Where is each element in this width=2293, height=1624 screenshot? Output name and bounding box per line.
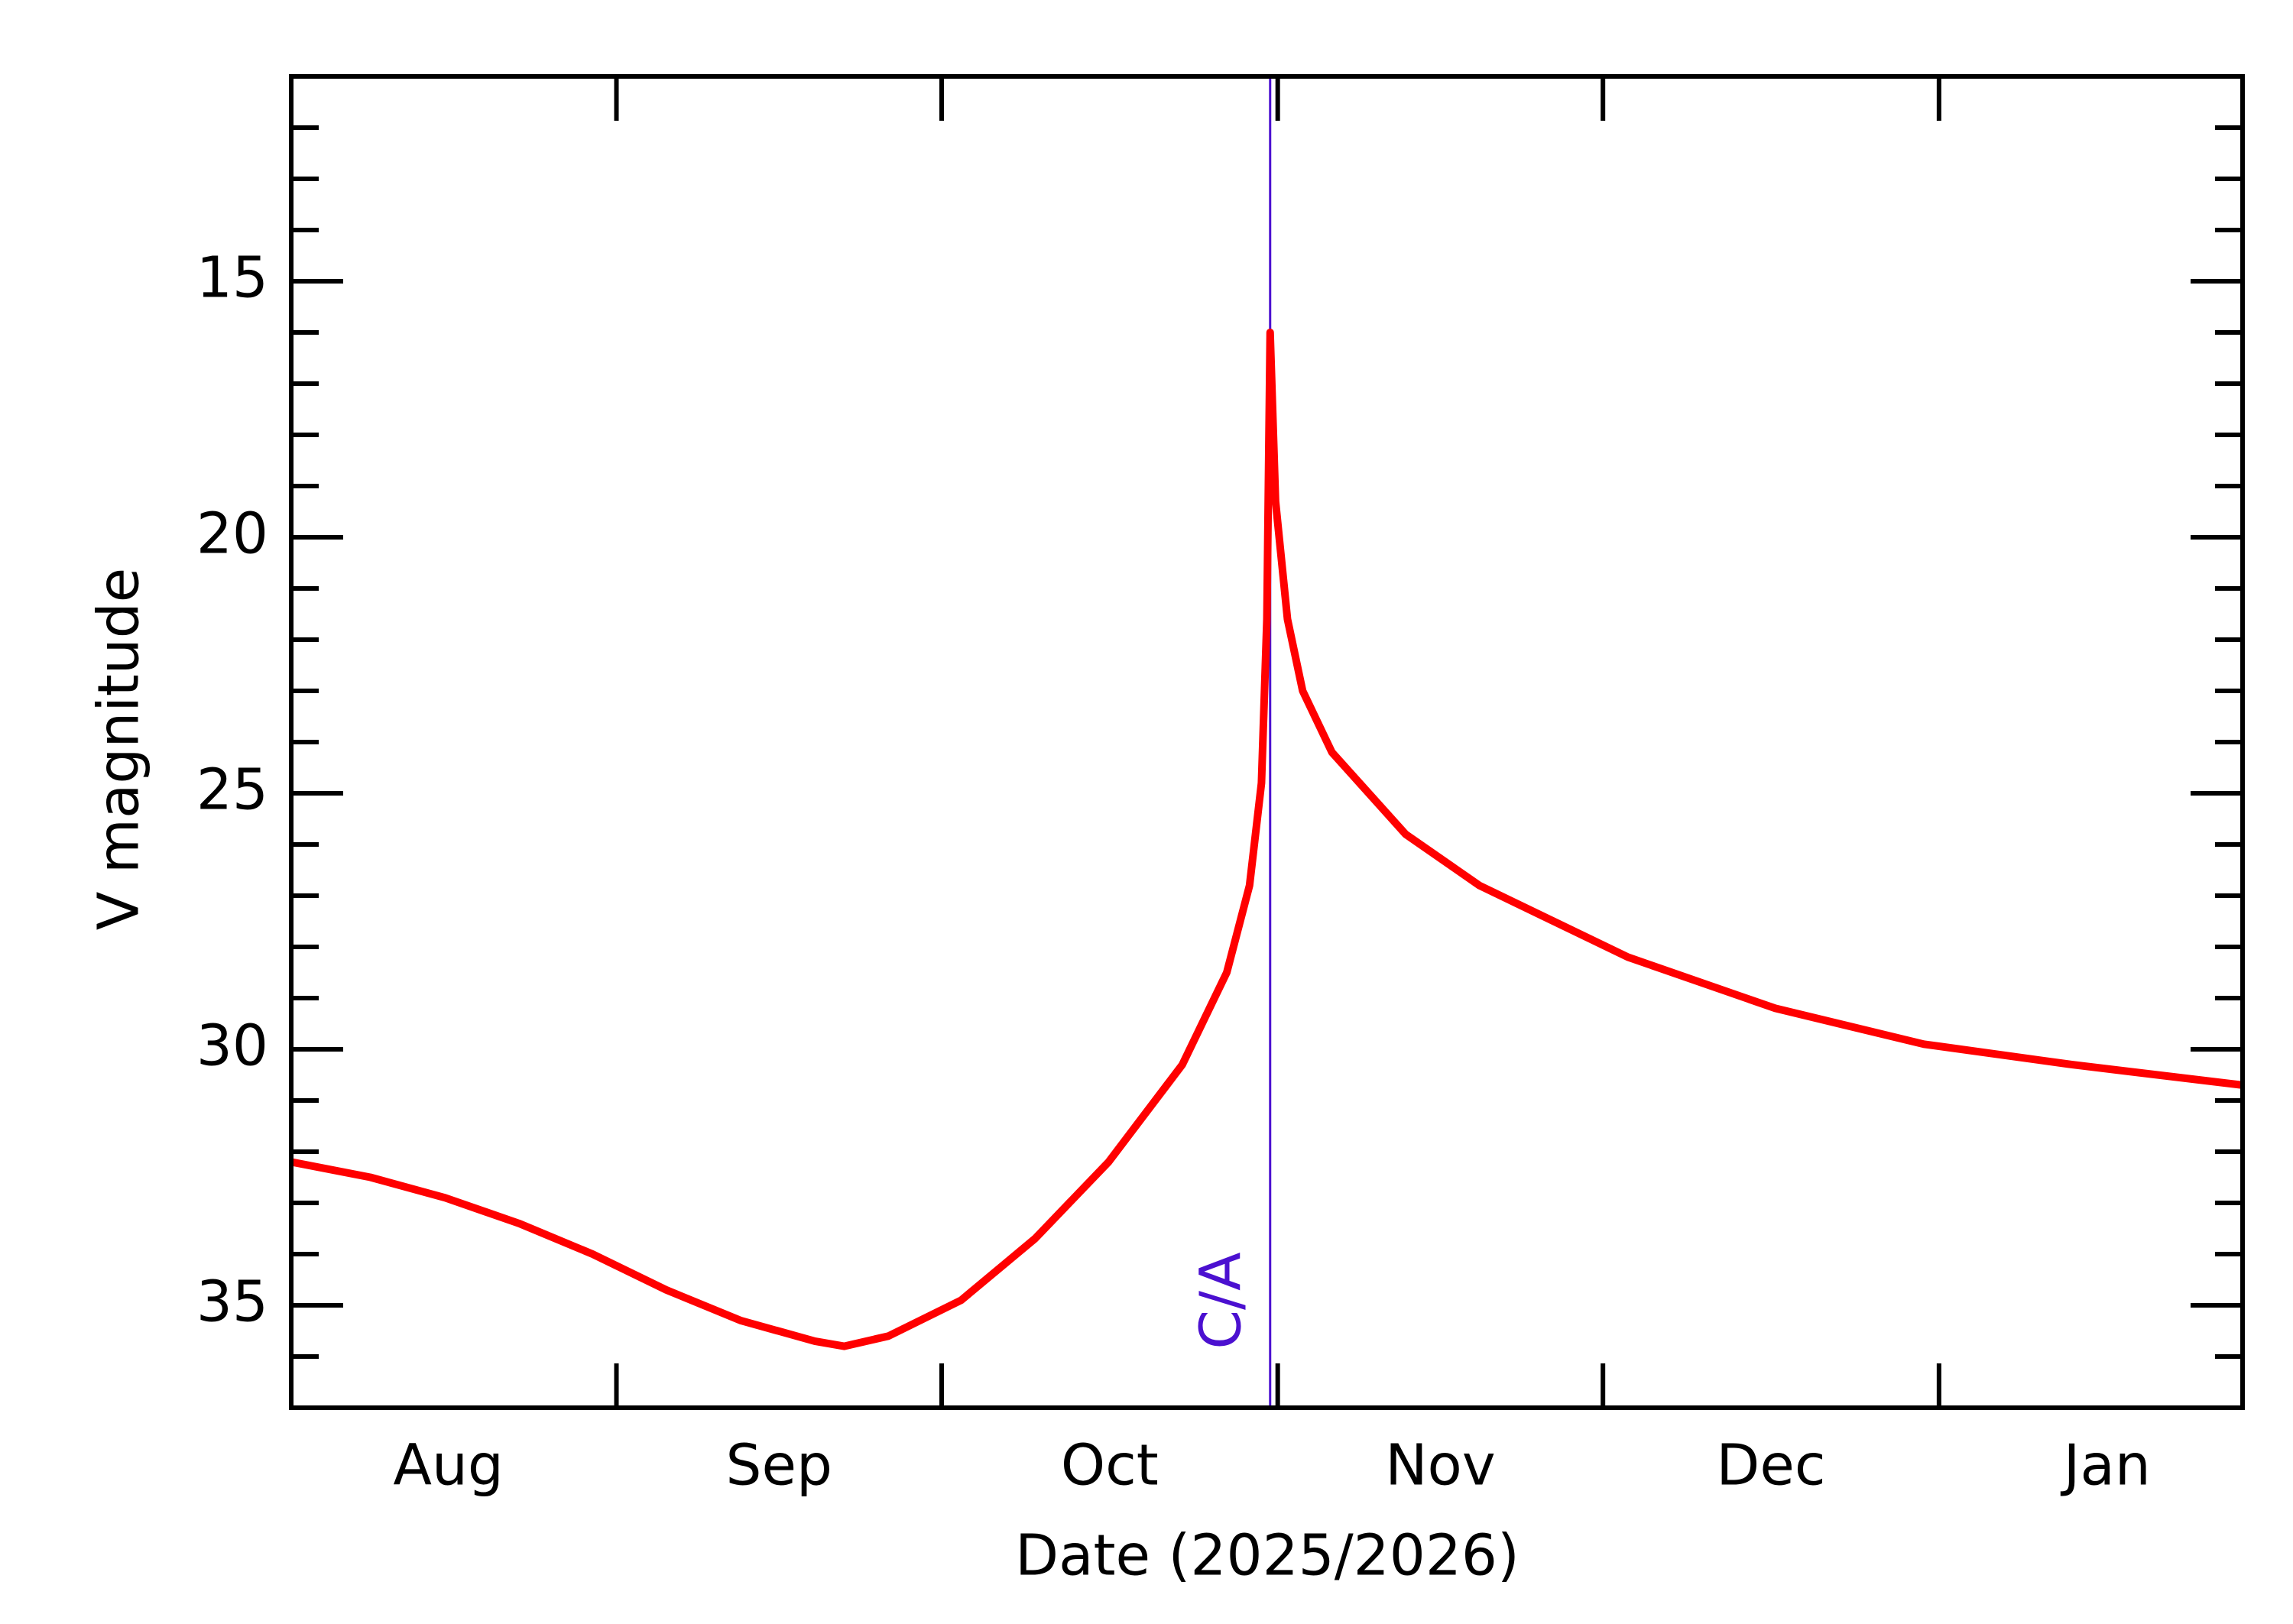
x-tick-label: Dec: [1716, 1433, 1825, 1499]
x-tick-label: Jan: [2061, 1433, 2151, 1499]
y-tick-label: 20: [196, 501, 268, 567]
y-tick-label: 35: [196, 1269, 268, 1335]
y-tick-label: 30: [196, 1013, 268, 1079]
x-axis-label: Date (2025/2026): [1015, 1523, 1519, 1589]
ca-label: C/A: [1188, 1252, 1254, 1350]
data-line: [290, 329, 2243, 1350]
y-tick-label: 15: [196, 245, 268, 311]
y-tick-label: 25: [196, 757, 268, 823]
y-axis-label: V magnitude: [86, 568, 152, 930]
plot-frame: [289, 74, 2245, 1410]
x-tick-label: Aug: [393, 1433, 504, 1499]
x-tick-label: Nov: [1385, 1433, 1495, 1499]
x-tick-label: Oct: [1061, 1433, 1159, 1499]
x-tick-label: Sep: [726, 1433, 832, 1499]
